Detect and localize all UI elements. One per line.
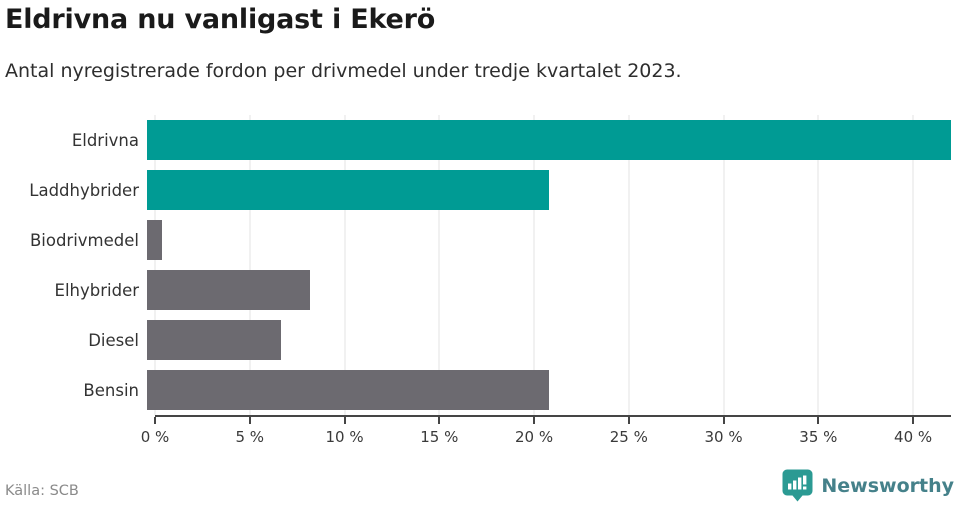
chart-row: Eldrivna	[0, 115, 960, 165]
chart-row: Bensin	[0, 365, 960, 415]
axis-tick-label: 10 %	[325, 428, 364, 446]
newsworthy-brand: Newsworthy	[782, 469, 954, 502]
gridline	[723, 115, 725, 415]
bar-chart-speech-bubble-icon	[782, 469, 813, 502]
plot-area	[154, 115, 951, 417]
axis-tick	[343, 417, 346, 424]
chart-row: Elhybrider	[0, 265, 960, 315]
gridline	[817, 115, 819, 415]
chart-row: Diesel	[0, 315, 960, 365]
axis-tick	[722, 417, 725, 424]
axis-tick	[817, 417, 820, 424]
bar-rows: Eldrivna Laddhybrider Biodrivmedel Elhybrid…	[0, 115, 960, 415]
bar-track	[147, 165, 951, 215]
chart-row: Laddhybrider	[0, 165, 960, 215]
source-label: Källa: SCB	[5, 483, 79, 499]
x-axis: 0 % 5 % 10 % 15 % 20 % 25 % 30 % 35 % 40 %	[141, 417, 951, 459]
gridline	[249, 115, 251, 415]
axis-tick-label: 5 %	[235, 428, 265, 446]
axis-tick	[248, 417, 251, 424]
bar-track	[147, 215, 951, 265]
chart-row: Biodrivmedel	[0, 215, 960, 265]
bar-elhybrider	[147, 270, 310, 310]
bar-track	[147, 115, 951, 165]
gridline	[912, 115, 914, 415]
chart-subtitle: Antal nyregistrerade fordon per drivmede…	[5, 60, 682, 82]
axis-tick-label: 25 %	[609, 428, 648, 446]
category-label: Laddhybrider	[29, 180, 139, 200]
bar-laddhybrider	[147, 170, 549, 210]
bar-diesel	[147, 320, 281, 360]
horizontal-bar-chart: Eldrivna Laddhybrider Biodrivmedel Elhybrid…	[0, 112, 960, 460]
axis-tick	[438, 417, 441, 424]
category-label: Diesel	[88, 330, 139, 350]
axis-tick-label: 20 %	[514, 428, 554, 446]
category-label: Biodrivmedel	[29, 230, 139, 250]
bar-track	[147, 265, 951, 315]
axis-tick-label: 30 %	[704, 428, 743, 446]
page-title: Eldrivna nu vanligast i Ekerö	[5, 4, 436, 35]
axis-tick-label: 15 %	[420, 428, 459, 446]
axis-tick	[154, 417, 156, 424]
brand-name: Newsworthy	[821, 474, 954, 497]
gridline	[533, 115, 535, 415]
gridline	[628, 115, 630, 415]
category-label: Bensin	[83, 380, 139, 400]
category-label: Elhybrider	[54, 280, 139, 300]
bar-track	[147, 365, 951, 415]
bar-biodrivmedel	[147, 220, 163, 260]
bar-track	[147, 315, 951, 365]
bar-eldrivna	[147, 120, 951, 160]
axis-tick-label: 35 %	[799, 428, 838, 446]
axis-tick-label: 0 %	[140, 428, 170, 446]
gridline	[154, 115, 156, 415]
axis-tick-label: 40 %	[894, 428, 933, 446]
axis-tick	[533, 417, 536, 424]
bar-bensin	[147, 370, 549, 410]
category-label: Eldrivna	[71, 130, 139, 150]
axis-tick	[627, 417, 630, 424]
gridline	[344, 115, 346, 415]
axis-tick	[912, 417, 915, 424]
gridline	[438, 115, 440, 415]
